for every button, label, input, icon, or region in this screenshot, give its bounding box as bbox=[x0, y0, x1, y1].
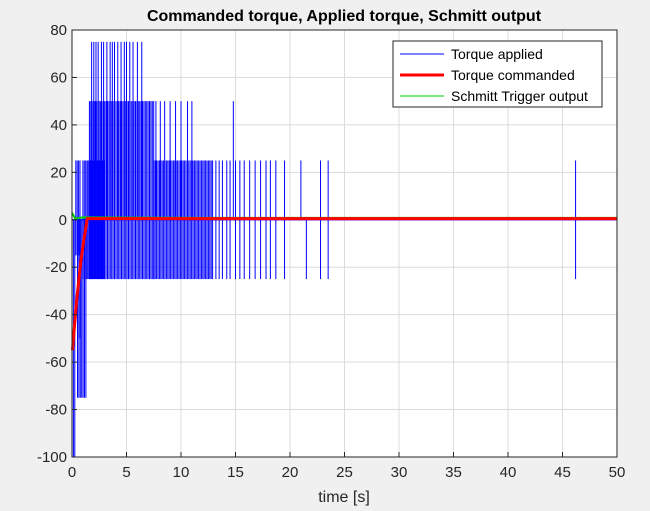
x-axis-ticks: 0 5 10 15 20 25 30 35 40 45 50 bbox=[68, 452, 626, 481]
y-tick-label: -100 bbox=[37, 449, 67, 466]
y-tick-label: -20 bbox=[45, 259, 67, 276]
x-tick-label: 0 bbox=[68, 464, 76, 481]
x-tick-label: 5 bbox=[122, 464, 130, 481]
y-axis-ticks: -100 -80 -60 -40 -20 0 20 40 60 80 bbox=[37, 22, 77, 466]
chart-title: Commanded torque, Applied torque, Schmit… bbox=[147, 8, 542, 25]
legend-label-schmitt-trigger-output: Schmitt Trigger output bbox=[451, 88, 588, 104]
x-tick-label: 45 bbox=[554, 464, 571, 481]
x-tick-label: 30 bbox=[391, 464, 408, 481]
y-tick-label: -40 bbox=[45, 307, 67, 324]
series-torque-commanded bbox=[71, 217, 617, 351]
x-tick-label: 40 bbox=[500, 464, 517, 481]
y-tick-label: 40 bbox=[50, 117, 67, 134]
y-tick-label: 0 bbox=[59, 212, 67, 229]
x-tick-label: 15 bbox=[227, 464, 244, 481]
legend: Torque applied Torque commanded Schmitt … bbox=[392, 40, 603, 108]
x-tick-label: 25 bbox=[336, 464, 353, 481]
y-tick-label: -60 bbox=[45, 354, 67, 371]
series-layer bbox=[71, 41, 617, 457]
x-axis-label: time [s] bbox=[318, 489, 370, 506]
x-tick-label: 35 bbox=[445, 464, 462, 481]
x-tick-label: 50 bbox=[609, 464, 626, 481]
y-tick-label: 60 bbox=[50, 69, 67, 86]
legend-label-torque-applied: Torque applied bbox=[451, 46, 543, 62]
x-tick-label: 20 bbox=[282, 464, 299, 481]
legend-label-torque-commanded: Torque commanded bbox=[451, 67, 575, 83]
y-tick-label: 20 bbox=[50, 164, 67, 181]
x-tick-label: 10 bbox=[173, 464, 190, 481]
y-tick-label: 80 bbox=[50, 22, 67, 39]
y-tick-label: -80 bbox=[45, 402, 67, 419]
